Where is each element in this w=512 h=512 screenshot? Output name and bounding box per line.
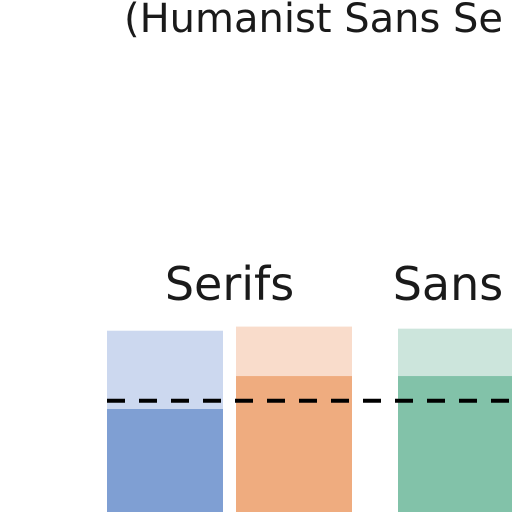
- category-label-serifs: Serifs: [165, 257, 294, 311]
- bar-sans-1-upper: [398, 328, 512, 377]
- bar-sans-1-lower: [398, 376, 512, 512]
- bars-layer: [107, 326, 512, 512]
- bar-serifs-1-lower: [107, 409, 223, 512]
- bar-serifs-1-upper: [107, 330, 223, 409]
- category-label-sans: Sans: [393, 257, 504, 311]
- bar-serifs-2-lower: [236, 376, 352, 512]
- bar-serifs-2-upper: [236, 326, 352, 377]
- category-labels: Serifs Sans: [165, 257, 503, 311]
- chart-title: (Humanist Sans Se: [124, 0, 503, 42]
